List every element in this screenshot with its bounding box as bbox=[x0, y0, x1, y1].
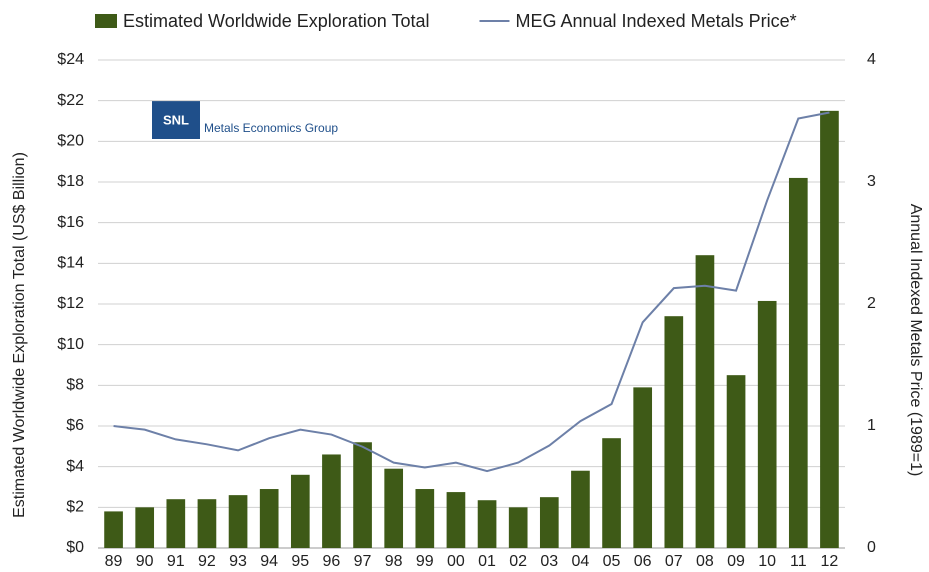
y-axis-label: Estimated Worldwide Exploration Total (U… bbox=[11, 152, 28, 518]
y-tick-label: $10 bbox=[57, 336, 84, 353]
legend-label: MEG Annual Indexed Metals Price* bbox=[515, 11, 796, 31]
bar bbox=[757, 300, 777, 548]
bar bbox=[695, 255, 715, 548]
y2-tick-label: 1 bbox=[867, 417, 876, 434]
x-tick-label: 11 bbox=[790, 553, 807, 570]
x-tick-label: 90 bbox=[136, 553, 154, 570]
y2-axis-label: Annual Indexed Metals Price (1989=1) bbox=[907, 204, 924, 477]
y-tick-label: $18 bbox=[57, 173, 84, 190]
bar bbox=[820, 110, 839, 548]
bar bbox=[571, 470, 590, 548]
x-tick-label: 03 bbox=[540, 553, 558, 570]
bar bbox=[788, 177, 808, 548]
y-tick-label: $6 bbox=[66, 417, 84, 434]
x-tick-label: 06 bbox=[634, 553, 652, 570]
logo-badge: SNL bbox=[163, 112, 189, 127]
bar bbox=[104, 511, 123, 548]
bar bbox=[384, 468, 404, 548]
y-tick-label: $0 bbox=[66, 539, 84, 556]
x-tick-label: 04 bbox=[572, 553, 590, 570]
x-tick-label: 02 bbox=[509, 553, 527, 570]
y-tick-label: $8 bbox=[66, 377, 84, 394]
y2-tick-label: 3 bbox=[867, 173, 876, 190]
y-tick-label: $16 bbox=[57, 214, 84, 231]
x-tick-label: 99 bbox=[416, 553, 434, 570]
y2-tick-label: 2 bbox=[867, 295, 876, 312]
bar bbox=[259, 489, 279, 548]
x-tick-label: 07 bbox=[665, 553, 683, 570]
x-tick-label: 89 bbox=[105, 553, 123, 570]
x-tick-label: 93 bbox=[229, 553, 247, 570]
x-tick-label: 98 bbox=[385, 553, 403, 570]
bar bbox=[228, 495, 248, 548]
bar bbox=[166, 499, 186, 548]
x-tick-label: 12 bbox=[821, 553, 839, 570]
x-tick-label: 94 bbox=[260, 553, 278, 570]
y-tick-label: $4 bbox=[66, 458, 84, 475]
x-tick-label: 05 bbox=[603, 553, 621, 570]
bar bbox=[197, 499, 217, 548]
y-tick-label: $24 bbox=[57, 51, 84, 68]
bar bbox=[135, 507, 155, 548]
legend-swatch bbox=[95, 14, 117, 28]
line bbox=[113, 111, 830, 473]
y-tick-label: $14 bbox=[57, 255, 84, 272]
bar bbox=[446, 492, 466, 548]
bar bbox=[508, 507, 528, 548]
x-tick-label: 95 bbox=[291, 553, 309, 570]
x-tick-label: 10 bbox=[758, 553, 776, 570]
bar bbox=[290, 474, 310, 548]
bar bbox=[353, 442, 372, 548]
bar bbox=[322, 454, 341, 548]
y-tick-label: $2 bbox=[66, 499, 84, 516]
bar bbox=[602, 438, 621, 548]
y-tick-label: $22 bbox=[57, 92, 84, 109]
x-tick-label: 96 bbox=[323, 553, 341, 570]
x-tick-label: 97 bbox=[354, 553, 372, 570]
bar bbox=[539, 497, 559, 548]
logo-badge-bg bbox=[152, 101, 200, 139]
x-tick-label: 09 bbox=[727, 553, 745, 570]
x-tick-label: 01 bbox=[478, 553, 496, 570]
bar bbox=[726, 375, 746, 548]
logo-text: Metals Economics Group bbox=[204, 121, 338, 135]
y2-tick-label: 0 bbox=[867, 539, 876, 556]
bar bbox=[664, 316, 684, 548]
y-tick-label: $12 bbox=[57, 295, 84, 312]
x-tick-label: 00 bbox=[447, 553, 465, 570]
x-tick-label: 08 bbox=[696, 553, 714, 570]
y2-tick-label: 4 bbox=[867, 51, 876, 68]
x-tick-label: 91 bbox=[167, 553, 185, 570]
bar bbox=[477, 500, 497, 548]
bar bbox=[633, 387, 653, 548]
bar bbox=[415, 489, 435, 548]
legend-label: Estimated Worldwide Exploration Total bbox=[123, 11, 429, 31]
y-tick-label: $20 bbox=[57, 133, 84, 150]
x-tick-label: 92 bbox=[198, 553, 216, 570]
